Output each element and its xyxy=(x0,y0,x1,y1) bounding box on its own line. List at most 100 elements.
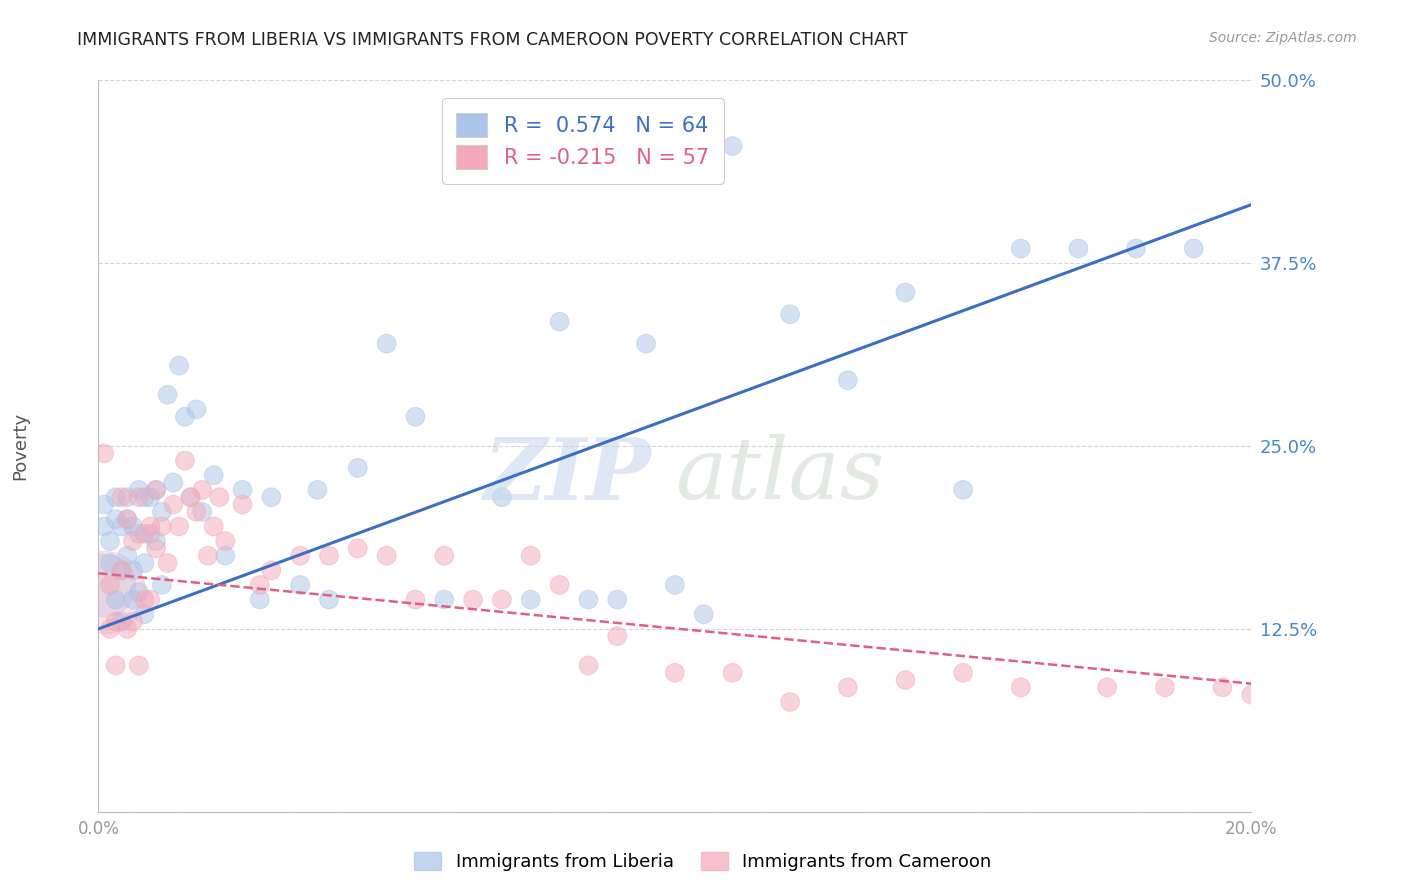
Text: ZIP: ZIP xyxy=(484,434,652,517)
Point xyxy=(346,541,368,556)
Point xyxy=(117,490,139,504)
Text: atlas: atlas xyxy=(675,434,884,516)
Point xyxy=(606,592,628,607)
Point xyxy=(231,483,254,497)
Point xyxy=(693,607,716,622)
Point xyxy=(139,490,162,504)
Point xyxy=(93,519,115,533)
Point xyxy=(117,622,139,636)
Point xyxy=(128,490,150,504)
Point xyxy=(122,519,145,533)
Point xyxy=(145,483,167,497)
Point xyxy=(197,549,219,563)
Point xyxy=(249,578,271,592)
Point xyxy=(174,453,197,467)
Point xyxy=(110,490,132,504)
Point xyxy=(779,307,801,321)
Point xyxy=(260,563,283,577)
Point xyxy=(837,373,859,387)
Point xyxy=(139,526,162,541)
Point xyxy=(139,519,162,533)
Point xyxy=(1125,242,1147,256)
Point xyxy=(186,505,208,519)
Point xyxy=(145,483,167,497)
Point xyxy=(375,549,398,563)
Point xyxy=(134,556,156,570)
Point xyxy=(150,505,173,519)
Point xyxy=(110,563,132,577)
Point xyxy=(122,592,145,607)
Point xyxy=(1240,688,1263,702)
Point xyxy=(491,490,513,504)
Point xyxy=(894,285,917,300)
Point xyxy=(93,585,115,599)
Point xyxy=(664,665,686,680)
Point xyxy=(290,549,312,563)
Point xyxy=(636,336,658,351)
Point xyxy=(606,629,628,643)
Point xyxy=(1010,681,1032,695)
Point xyxy=(520,549,543,563)
Point xyxy=(249,592,271,607)
Point xyxy=(128,483,150,497)
Point xyxy=(1154,681,1177,695)
Point xyxy=(1067,242,1090,256)
Point xyxy=(122,563,145,577)
Point xyxy=(260,490,283,504)
Point xyxy=(117,549,139,563)
Point xyxy=(186,402,208,417)
Point xyxy=(93,498,115,512)
Point xyxy=(578,658,600,673)
Point xyxy=(134,592,156,607)
Point xyxy=(318,592,340,607)
Point xyxy=(156,556,179,570)
Point xyxy=(214,549,236,563)
Text: IMMIGRANTS FROM LIBERIA VS IMMIGRANTS FROM CAMEROON POVERTY CORRELATION CHART: IMMIGRANTS FROM LIBERIA VS IMMIGRANTS FR… xyxy=(77,31,908,49)
Legend: R =  0.574   N = 64, R = -0.215   N = 57: R = 0.574 N = 64, R = -0.215 N = 57 xyxy=(441,98,724,184)
Point xyxy=(721,665,744,680)
Point xyxy=(128,658,150,673)
Point xyxy=(162,498,184,512)
Point xyxy=(1182,242,1205,256)
Point xyxy=(110,563,132,577)
Point xyxy=(779,695,801,709)
Point xyxy=(104,658,127,673)
Point xyxy=(150,578,173,592)
Point xyxy=(104,592,127,607)
Point xyxy=(98,578,121,592)
Point xyxy=(191,483,214,497)
Point xyxy=(134,607,156,622)
Point xyxy=(231,498,254,512)
Point xyxy=(134,526,156,541)
Point xyxy=(139,592,162,607)
Point xyxy=(405,409,427,424)
Point xyxy=(110,519,132,533)
Point xyxy=(174,409,197,424)
Point xyxy=(104,490,127,504)
Point xyxy=(98,534,121,549)
Point xyxy=(307,483,329,497)
Point xyxy=(202,468,225,483)
Point xyxy=(952,483,974,497)
Point xyxy=(98,622,121,636)
Point xyxy=(180,490,202,504)
Point xyxy=(110,615,132,629)
Point xyxy=(128,526,150,541)
Point xyxy=(167,359,190,373)
Point xyxy=(952,665,974,680)
Point xyxy=(318,549,340,563)
Point xyxy=(202,519,225,533)
Point xyxy=(664,578,686,592)
Point xyxy=(578,592,600,607)
Point xyxy=(180,490,202,504)
Point xyxy=(1097,681,1119,695)
Point xyxy=(93,446,115,460)
Point xyxy=(117,512,139,526)
Point xyxy=(167,519,190,533)
Point xyxy=(520,592,543,607)
Point xyxy=(837,681,859,695)
Point xyxy=(433,592,456,607)
Point xyxy=(134,490,156,504)
Point xyxy=(98,556,121,570)
Point xyxy=(491,592,513,607)
